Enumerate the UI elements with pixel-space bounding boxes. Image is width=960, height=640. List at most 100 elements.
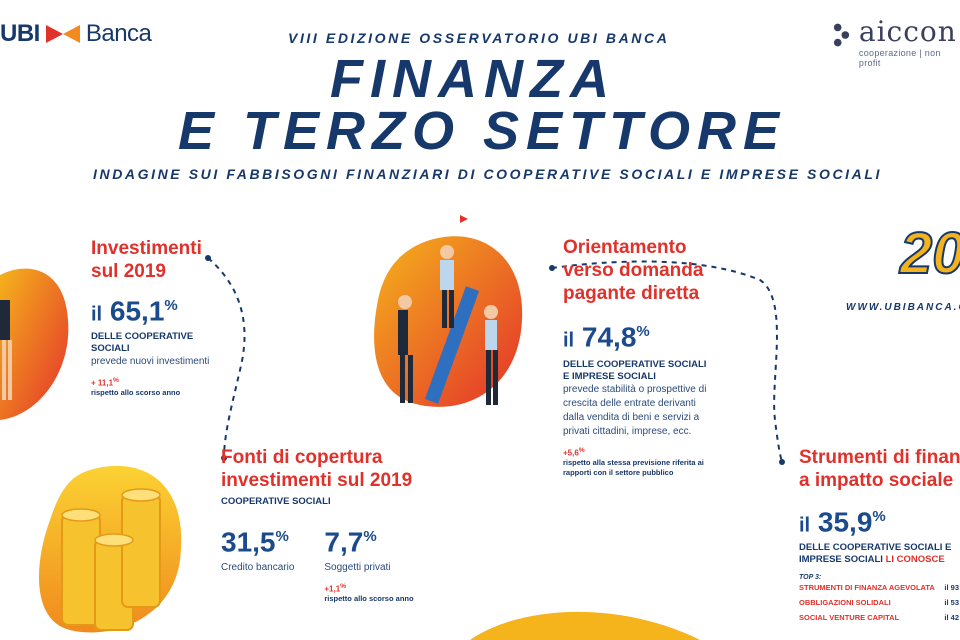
list-item: OBBLIGAZIONI SOLIDALI il 53 xyxy=(799,598,959,607)
subtitle: INDAGINE SUI FABBISOGNI FINANZIARI DI CO… xyxy=(93,166,883,182)
fonti-stat-2: 7,7% Soggetti privati +1,1% rispetto all… xyxy=(324,522,413,604)
dot-3 xyxy=(549,265,555,271)
percent-sign: % xyxy=(872,508,886,525)
investimenti-title-l2: sul 2019 xyxy=(91,261,166,282)
note-line: rapporti con il settore pubblico xyxy=(563,467,674,477)
fonti-section: Fonti di copertura investimenti sul 2019… xyxy=(221,446,441,604)
coins-illustration xyxy=(61,488,161,631)
investimenti-delta: + 11,1% xyxy=(91,377,231,388)
top3-item-label: STRUMENTI DI FINANZA AGEVOLATA xyxy=(799,583,935,593)
list-item: SOCIAL VENTURE CAPITAL il 42 xyxy=(799,613,959,622)
fonti-delta-note: rispetto allo scorso anno xyxy=(324,593,414,603)
fonti-caption: COOPERATIVE SOCIALI xyxy=(221,496,331,507)
ubi-brand-text: UBI xyxy=(0,20,40,47)
fonti-title-l2: investimenti sul 2019 xyxy=(221,470,413,491)
percent-sign: % xyxy=(275,528,289,545)
orientamento-title-l3: pagante diretta xyxy=(563,283,700,304)
left-blob xyxy=(0,268,69,420)
website-url[interactable]: WWW.UBIBANCA.CO xyxy=(846,302,960,313)
fonti-title-l1: Fonti di copertura xyxy=(221,447,383,468)
orientamento-title-l2: verso domanda xyxy=(563,260,704,281)
desc-line: crescita delle entrate derivanti xyxy=(563,398,696,410)
orientamento-note: rispetto alla stessa previsione riferita… xyxy=(563,458,753,478)
percent-sign: % xyxy=(363,528,377,545)
main-title-line2: E TERZO SETTORE xyxy=(178,101,787,161)
aiccon-dots-icon xyxy=(833,23,850,47)
fonti-v2-label: Soggetti privati xyxy=(324,562,391,574)
desc-line: prevede stabilità o prospettive di xyxy=(563,384,707,396)
percent-sign: % xyxy=(636,323,650,340)
investimenti-caption: DELLE COOPERATIVE SOCIALI xyxy=(91,331,194,355)
ubi-banca-text: Banca xyxy=(85,20,152,47)
orientamento-title-l1: Orientamento xyxy=(563,237,687,258)
top3-item-value: 42 xyxy=(950,613,959,623)
fonti-stat-1: 31,5% Credito bancario xyxy=(221,522,294,604)
dot-1 xyxy=(205,255,211,261)
strumenti-title: Strumenti di finan a impatto sociale xyxy=(799,446,960,492)
dot-4 xyxy=(779,459,785,465)
strumenti-stat: il 35,9% xyxy=(799,502,960,540)
orientamento-section: Orientamento verso domanda pagante diret… xyxy=(563,236,753,478)
orientamento-cap-l1: DELLE COOPERATIVE SOCIALI xyxy=(563,359,707,371)
investimenti-stat: il 65,1% xyxy=(91,291,231,329)
orientamento-delta: +5,6% xyxy=(563,447,753,458)
aiccon-subtitle: cooperazione | non profit xyxy=(858,48,941,68)
people-illustration xyxy=(398,215,498,405)
dot-2 xyxy=(221,455,227,461)
year-partial: 20 xyxy=(899,221,960,287)
orientamento-title: Orientamento verso domanda pagante diret… xyxy=(563,236,753,305)
percent-sign: % xyxy=(164,297,178,314)
note-line: rispetto alla stessa previsione riferita… xyxy=(563,457,704,467)
top3-item-prefix: il xyxy=(944,598,949,608)
top3-item-prefix: il xyxy=(944,613,949,623)
delta-value: +5,6 xyxy=(563,448,579,458)
fonti-v1-label: Credito bancario xyxy=(221,562,295,574)
delta-percent: % xyxy=(113,377,119,385)
investimenti-title: Investimenti sul 2019 xyxy=(91,237,231,283)
desc-line: privati cittadini, imprese, ecc. xyxy=(563,426,692,438)
bottom-blob xyxy=(470,611,700,640)
aiccon-logo[interactable]: aiccon cooperazione | non profit xyxy=(832,18,960,68)
strumenti-cap-l1: DELLE COOPERATIVE SOCIALI E xyxy=(799,542,952,554)
top3-item-value: 93 xyxy=(950,583,959,593)
orientamento-cap-l2: E IMPRESE SOCIALI xyxy=(563,371,656,383)
investimenti-delta-note: rispetto allo scorso anno xyxy=(91,387,181,397)
ubi-banca-logo[interactable]: UBI Banca xyxy=(0,20,152,48)
investimenti-value: 65,1 xyxy=(109,295,165,327)
left-figure xyxy=(0,300,12,400)
delta-value: + 11,1 xyxy=(91,378,114,388)
orientamento-desc: prevede stabilità o prospettive di cresc… xyxy=(563,383,753,439)
orientamento-value: 74,8 xyxy=(581,321,637,353)
strumenti-caption: DELLE COOPERATIVE SOCIALI E IMPRESE SOCI… xyxy=(799,542,960,566)
investimenti-desc: prevede nuovi investimenti xyxy=(91,356,210,368)
strumenti-cap-l2: IMPRESE SOCIALI xyxy=(799,554,883,566)
top3-list: STRUMENTI DI FINANZA AGEVOLATA il 93 OBB… xyxy=(799,583,960,622)
stat-prefix: il xyxy=(91,303,103,326)
top3-item-value: 53 xyxy=(950,598,959,608)
edition-label: VIII EDIZIONE OSSERVATORIO UBI BANCA xyxy=(288,30,670,46)
connector-2 xyxy=(551,260,783,463)
ubi-logo-icon xyxy=(45,25,80,43)
desc-line: dalla vendita di beni e servizi a xyxy=(563,412,700,424)
fonti-v2: 7,7 xyxy=(324,526,364,558)
strumenti-value: 35,9 xyxy=(817,506,873,538)
top3-item-prefix: il xyxy=(944,583,949,593)
main-title-line1: FINANZA xyxy=(330,49,616,109)
investimenti-section: Investimenti sul 2019 il 65,1% DELLE COO… xyxy=(91,237,231,398)
fonti-v1: 31,5 xyxy=(221,526,276,558)
list-item: STRUMENTI DI FINANZA AGEVOLATA il 93 xyxy=(799,583,959,592)
fonti-title: Fonti di copertura investimenti sul 2019 xyxy=(221,446,441,492)
stat-prefix: il xyxy=(799,514,811,537)
strumenti-title-l2: a impatto sociale xyxy=(799,470,954,491)
delta-percent: % xyxy=(578,447,585,455)
top3-label: TOP 3: xyxy=(799,574,822,582)
delta-percent: % xyxy=(340,583,347,591)
strumenti-cap-red: LI CONOSCE xyxy=(885,554,945,566)
delta-value: +1,1 xyxy=(324,584,341,594)
orientamento-stat: il 74,8% xyxy=(563,317,753,355)
investimenti-title-l1: Investimenti xyxy=(91,238,202,259)
strumenti-title-l1: Strumenti di finan xyxy=(799,447,960,468)
top3-item-label: SOCIAL VENTURE CAPITAL xyxy=(799,613,900,623)
orientamento-caption: DELLE COOPERATIVE SOCIALI E IMPRESE SOCI… xyxy=(563,359,753,383)
